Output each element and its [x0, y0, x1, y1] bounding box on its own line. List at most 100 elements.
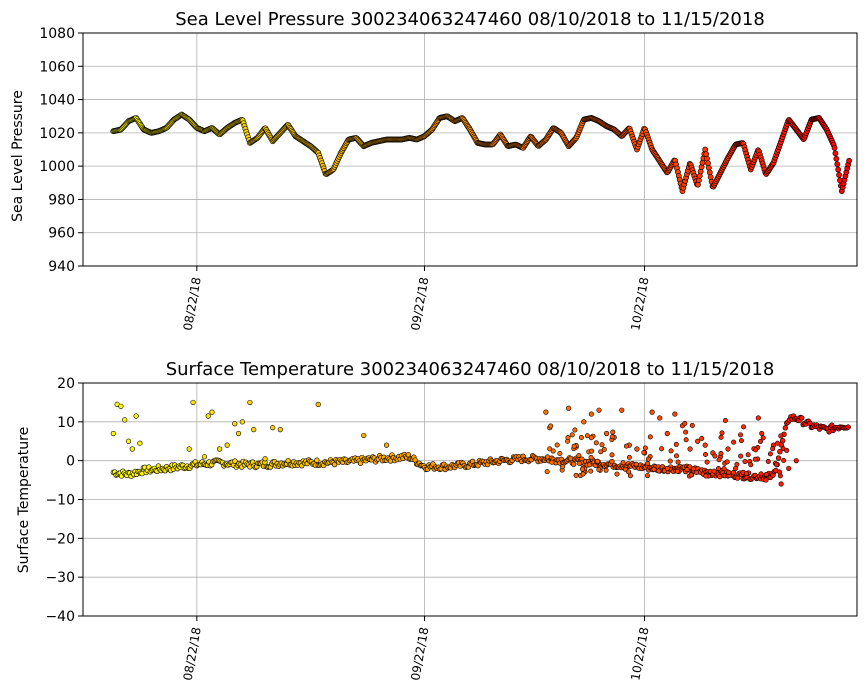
temperature-data-point: [133, 413, 139, 419]
temperature-data-point: [137, 440, 143, 446]
temperature-data-point: [715, 465, 721, 471]
temperature-data-point: [593, 440, 599, 446]
temperature-data-point: [726, 469, 732, 475]
temperature-data-point: [767, 451, 773, 457]
temperature-data-point: [793, 458, 799, 464]
temperature-data-point: [682, 420, 688, 426]
temperature-y-tick-label: 10: [57, 415, 75, 431]
temperature-y-tick-label: −30: [45, 570, 75, 586]
temperature-data-point: [270, 425, 276, 431]
temperature-data-point: [647, 434, 653, 440]
temperature-data-point: [361, 432, 367, 439]
pressure-data-point: [831, 145, 838, 151]
temperature-data-point: [672, 411, 678, 417]
temperature-data-point: [559, 464, 565, 470]
temperature-data-point: [704, 459, 710, 465]
temperature-data-point: [777, 473, 783, 479]
temperature-data-point: [251, 427, 257, 433]
temperature-data-point: [569, 432, 575, 438]
temperature-data-point: [581, 419, 587, 425]
temperature-data-point: [693, 470, 699, 476]
temperature-data-point: [634, 446, 640, 452]
temperature-data-point: [657, 415, 663, 421]
pressure-y-tick-label: 940: [48, 259, 75, 275]
temperature-data-point: [702, 442, 708, 448]
temperature-data-point: [719, 430, 725, 436]
pressure-y-tick-label: 1060: [39, 59, 75, 75]
temperature-data-point: [262, 456, 268, 462]
temperature-data-point: [545, 454, 551, 460]
temperature-data-point: [684, 467, 690, 473]
temperature-data-point: [614, 471, 620, 477]
temperature-data-point: [688, 472, 694, 478]
pressure-data-point: [707, 174, 714, 180]
temperature-data-point: [695, 438, 701, 444]
temperature-data-point: [645, 456, 651, 462]
pressure-y-tick-label: 1000: [39, 159, 75, 175]
temperature-data-point: [596, 407, 602, 413]
temperature-data-point: [775, 455, 782, 461]
temperature-data-point: [649, 409, 655, 415]
temperature-data-point: [775, 440, 781, 446]
temperature-data-point: [651, 466, 657, 472]
temperature-data-point: [721, 466, 727, 472]
pressure-data-point: [833, 155, 840, 162]
temperature-data-point: [118, 403, 124, 409]
temperature-data-point: [703, 473, 709, 479]
temperature-data-point: [770, 446, 776, 452]
temperature-data-point: [594, 458, 600, 464]
temperature-data-point: [589, 448, 595, 454]
temperature-data-point: [235, 430, 242, 437]
temperature-data-point: [781, 457, 787, 463]
temperature-data-point: [232, 458, 238, 464]
temperature-data-point: [738, 438, 744, 444]
temperature-data-point: [554, 442, 560, 448]
temperature-data-point: [845, 424, 851, 430]
temperature-y-tick-label: 0: [66, 454, 75, 470]
temperature-data-point: [599, 442, 605, 448]
temperature-data-point: [572, 427, 578, 433]
temperature-data-point: [645, 473, 651, 479]
temperature-data-point: [763, 477, 769, 483]
pressure-data-point: [703, 151, 710, 157]
temperature-data-point: [712, 453, 718, 459]
temperature-data-point: [741, 424, 747, 430]
pressure-y-tick-label: 1020: [39, 126, 75, 142]
temperature-data-point: [724, 459, 730, 465]
temperature-data-point: [247, 399, 253, 406]
temperature-data-point: [718, 450, 724, 456]
temperature-data-point: [687, 446, 693, 452]
temperature-data-point: [314, 457, 320, 463]
pressure-data-point: [832, 150, 839, 157]
temperature-data-point: [633, 461, 639, 467]
temperature-data-point: [784, 447, 790, 453]
temperature-data-point: [580, 466, 586, 472]
temperature-data-point: [603, 430, 610, 437]
temperature-data-point: [584, 433, 590, 439]
temperature-data-point: [765, 458, 771, 464]
temperature-data-point: [205, 413, 211, 419]
temperature-data-point: [190, 399, 196, 406]
temperature-data-point: [570, 461, 577, 467]
temperature-data-point: [699, 436, 705, 442]
temperature-data-point: [609, 434, 615, 440]
pressure-data-point: [846, 157, 853, 164]
temperature-data-point: [778, 433, 784, 439]
temperature-data-point: [782, 425, 789, 431]
temperature-data-point: [703, 452, 709, 458]
temperature-data-point: [620, 460, 626, 466]
pressure-y-tick-label: 1080: [39, 26, 75, 42]
temperature-data-point: [759, 430, 765, 436]
temperature-data-point: [774, 462, 780, 468]
temperature-data-point: [664, 430, 670, 437]
pressure-y-tick-label: 980: [48, 192, 75, 208]
temperature-data-point: [576, 452, 582, 458]
temperature-data-point: [667, 458, 673, 464]
temperature-y-tick-label: −40: [45, 609, 75, 625]
temperature-data-point: [239, 419, 245, 425]
temperature-data-point: [277, 427, 283, 433]
temperature-marks: [110, 399, 851, 487]
temperature-data-point: [216, 446, 223, 452]
pressure-panel: Sea Level Pressure 300234063247460 08/10…: [10, 9, 858, 332]
